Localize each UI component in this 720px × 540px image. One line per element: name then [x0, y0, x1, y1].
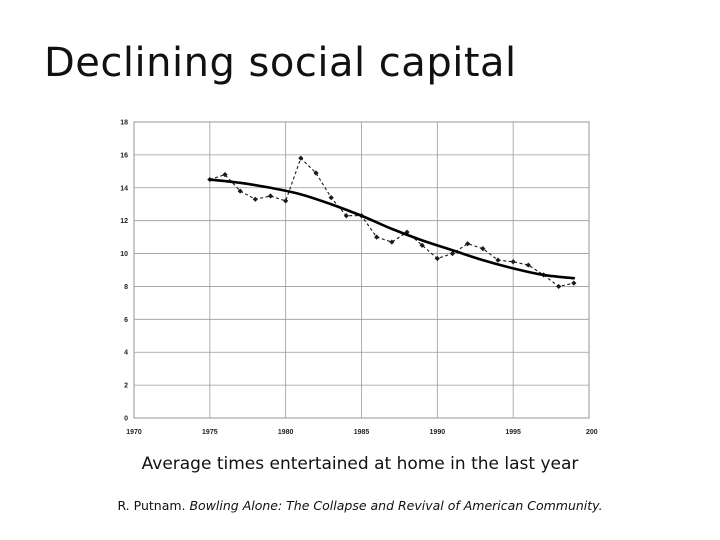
data-point-marker	[510, 259, 516, 265]
y-tick-label: 0	[124, 416, 128, 423]
y-tick-label: 18	[120, 120, 128, 127]
data-point-marker	[480, 246, 486, 252]
x-tick-label: 1990	[430, 429, 446, 436]
citation: R. Putnam. Bowling Alone: The Collapse a…	[0, 498, 720, 513]
data-point-marker	[313, 170, 319, 176]
series	[207, 155, 577, 290]
y-tick-label: 14	[120, 185, 128, 192]
data-point-marker	[237, 188, 243, 194]
y-tick-label: 10	[120, 251, 128, 258]
chart-caption: Average times entertained at home in the…	[141, 454, 579, 474]
x-tick-label: 1970	[126, 429, 142, 436]
data-point-marker	[465, 241, 471, 247]
data-point-marker	[434, 255, 440, 262]
y-tick-label: 2	[124, 383, 128, 390]
data-point-marker	[267, 193, 274, 199]
y-tick-label: 6	[124, 317, 128, 324]
trend-line	[208, 178, 576, 280]
citation-work: Bowling Alone: The Collapse and Revival …	[189, 498, 603, 513]
y-tick-label: 12	[120, 218, 128, 225]
axes: 0 2 4 6 8 10 12 14 16 18 1970 1975 1980 1985 1990 1995 2…	[120, 120, 598, 437]
x-tick-label: 1975	[202, 429, 218, 436]
data-point-marker	[419, 242, 425, 248]
data-point-marker	[525, 262, 531, 268]
data-point-marker	[252, 196, 258, 202]
x-tick-label: 200	[586, 429, 598, 436]
data-point-marker	[556, 283, 562, 290]
slide-title: Declining social capital	[44, 40, 517, 86]
data-point-marker	[374, 234, 380, 240]
data-point-marker	[389, 239, 395, 245]
data-point-marker	[343, 213, 349, 219]
data-point-marker	[283, 198, 289, 204]
x-tick-label: 1995	[505, 429, 521, 436]
series-1	[208, 178, 576, 280]
data-point-marker	[571, 280, 577, 286]
x-tick-label: 1980	[278, 429, 294, 436]
grid	[133, 121, 590, 419]
data-point-marker	[298, 155, 304, 161]
citation-author: R. Putnam.	[117, 498, 190, 513]
data-point-marker	[328, 195, 334, 201]
y-tick-label: 4	[124, 350, 128, 357]
data-point-marker	[449, 250, 456, 257]
y-tick-label: 16	[120, 152, 128, 159]
data-point-marker	[222, 172, 228, 178]
data-point-marker	[495, 257, 501, 263]
y-tick-label: 8	[124, 284, 128, 291]
x-tick-label: 1985	[354, 429, 370, 436]
